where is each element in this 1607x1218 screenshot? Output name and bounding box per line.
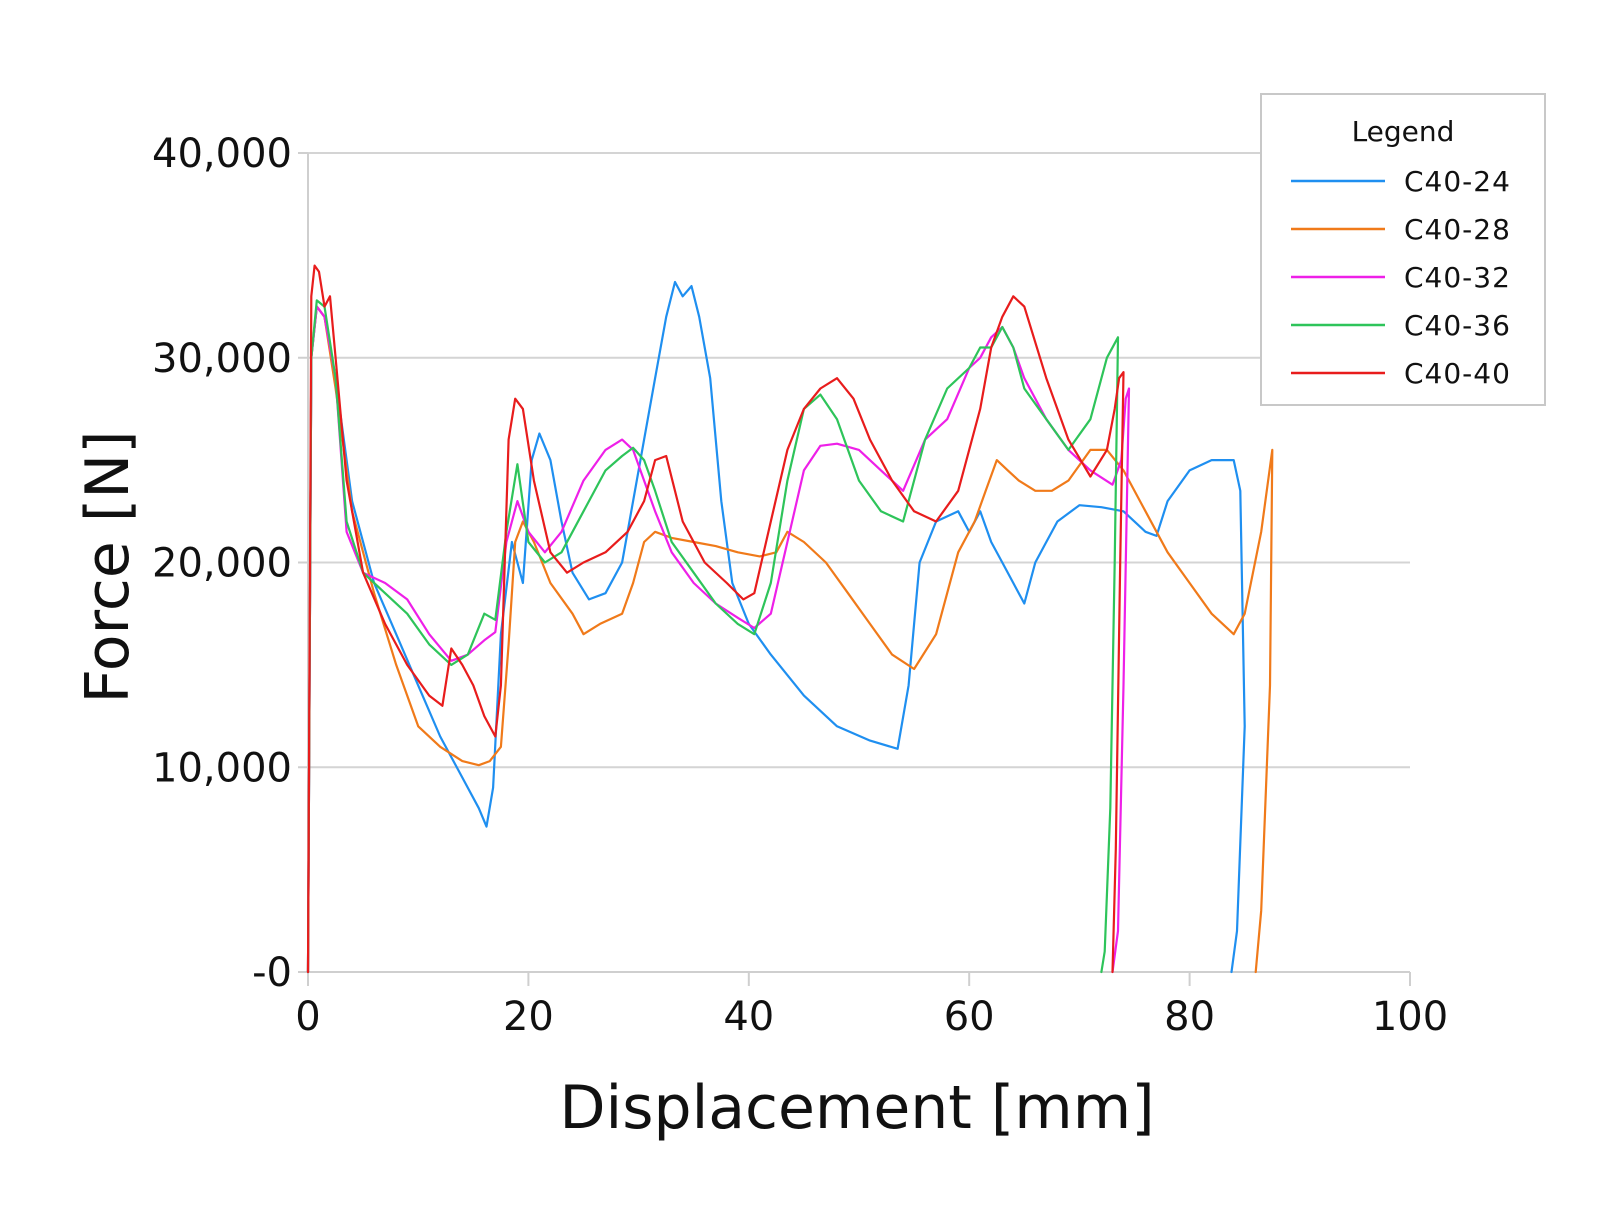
axis-layer	[298, 152, 1411, 986]
x-tick-label: 40	[723, 994, 774, 1040]
tick-label-layer: 0 20 40 60 80 100 -0 10,000 20,000 30,000 40,000	[152, 131, 1448, 1040]
legend-label-c40-32: C40-32	[1404, 261, 1511, 294]
y-tick-label: 20,000	[152, 541, 292, 587]
series-line-c40-32	[306, 305, 1131, 974]
series-layer	[306, 264, 1274, 974]
series-line-c40-36	[306, 299, 1120, 974]
x-tick-label: 100	[1372, 994, 1448, 1040]
legend: Legend C40-24 C40-28 C40-32 C40-36 C40-40	[1260, 93, 1546, 406]
legend-box	[1260, 93, 1546, 406]
legend-title: Legend	[1352, 115, 1455, 148]
legend-label-c40-40: C40-40	[1404, 357, 1511, 390]
x-tick-label: 0	[295, 994, 320, 1040]
legend-label-c40-24: C40-24	[1404, 165, 1511, 198]
y-tick-label: -0	[252, 950, 292, 996]
y-tick-label: 30,000	[152, 336, 292, 382]
legend-entries: C40-24 C40-28 C40-32 C40-36 C40-40	[1291, 165, 1511, 390]
x-tick-label: 60	[944, 994, 995, 1040]
grid-layer	[308, 152, 1410, 769]
y-tick-label: 10,000	[152, 745, 292, 791]
x-tick-label: 20	[503, 994, 554, 1040]
y-tick-label: 40,000	[152, 131, 292, 177]
y-axis-title: Force [N]	[73, 430, 143, 703]
legend-label-c40-28: C40-28	[1404, 213, 1511, 246]
series-line-c40-40	[306, 264, 1125, 974]
x-tick-label: 80	[1164, 994, 1215, 1040]
legend-label-c40-36: C40-36	[1404, 309, 1511, 342]
x-axis-title: Displacement [mm]	[559, 1073, 1154, 1143]
series-line-c40-24	[306, 280, 1246, 974]
